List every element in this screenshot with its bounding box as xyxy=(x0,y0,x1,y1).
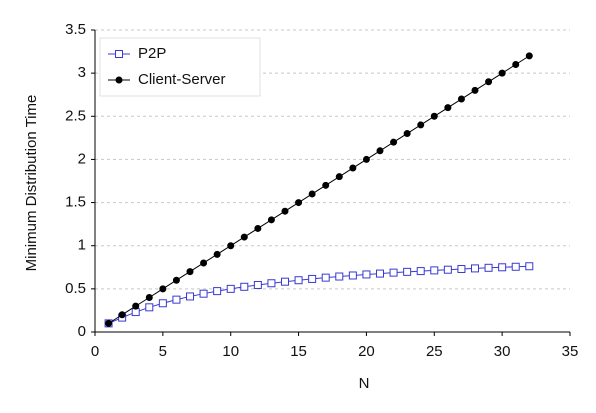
marker xyxy=(105,319,113,327)
x-tick-label: 25 xyxy=(426,343,443,360)
x-tick-label: 0 xyxy=(91,343,99,360)
y-tick-label: 0.5 xyxy=(65,280,86,297)
marker xyxy=(362,155,370,163)
marker xyxy=(376,269,384,278)
marker xyxy=(213,287,222,296)
marker xyxy=(457,95,465,103)
y-tick-label: 3.5 xyxy=(65,21,86,38)
legend-label: Client-Server xyxy=(138,71,226,88)
marker xyxy=(498,263,507,272)
marker xyxy=(267,216,275,224)
marker xyxy=(308,190,316,198)
marker xyxy=(159,285,167,293)
marker xyxy=(131,308,140,317)
marker xyxy=(511,262,520,271)
marker xyxy=(389,268,398,277)
marker xyxy=(253,280,262,289)
x-tick-label: 20 xyxy=(358,343,375,360)
marker xyxy=(213,250,221,258)
series-line xyxy=(108,265,530,324)
marker xyxy=(416,267,425,276)
marker xyxy=(281,207,289,215)
marker xyxy=(240,233,248,241)
marker xyxy=(457,265,466,274)
marker xyxy=(376,147,384,155)
marker xyxy=(145,303,154,312)
marker xyxy=(471,264,479,273)
marker xyxy=(484,263,493,272)
marker xyxy=(145,293,153,301)
marker xyxy=(186,292,194,301)
marker xyxy=(362,270,371,279)
marker xyxy=(525,52,533,60)
marker xyxy=(281,277,289,286)
legend-label: P2P xyxy=(138,45,166,62)
marker xyxy=(512,61,520,69)
y-tick-label: 1.5 xyxy=(65,194,86,211)
marker xyxy=(172,295,181,304)
marker xyxy=(349,164,357,172)
marker xyxy=(240,282,249,291)
marker xyxy=(200,259,208,267)
marker xyxy=(417,121,425,129)
x-tick-label: 10 xyxy=(222,343,239,360)
y-axis-title: Minimum Distribution Time xyxy=(23,95,40,272)
marker xyxy=(430,112,438,120)
x-tick-label: 35 xyxy=(562,343,579,360)
marker xyxy=(430,266,439,275)
marker xyxy=(321,273,330,282)
y-tick-label: 2.5 xyxy=(65,107,86,124)
marker xyxy=(471,86,479,94)
marker xyxy=(172,276,180,284)
marker xyxy=(267,279,276,288)
marker xyxy=(186,268,194,276)
marker xyxy=(308,274,317,283)
x-tick-label: 30 xyxy=(494,343,511,360)
marker xyxy=(525,262,534,271)
marker xyxy=(443,265,452,274)
x-tick-label: 15 xyxy=(290,343,307,360)
marker xyxy=(403,267,412,276)
y-tick-label: 0 xyxy=(78,323,86,340)
marker xyxy=(254,224,262,232)
marker xyxy=(294,276,303,285)
marker xyxy=(403,130,411,138)
marker xyxy=(390,138,398,146)
marker xyxy=(199,289,208,298)
marker xyxy=(132,302,140,310)
marker xyxy=(158,299,167,308)
y-tick-label: 2 xyxy=(78,150,86,167)
marker xyxy=(444,104,452,112)
marker xyxy=(226,284,235,293)
legend-box xyxy=(99,37,261,97)
x-axis-title: N xyxy=(359,375,370,392)
marker xyxy=(118,311,126,319)
marker xyxy=(295,199,303,207)
legend-marker xyxy=(115,76,123,84)
marker xyxy=(322,181,330,189)
marker xyxy=(348,271,357,280)
legend-marker xyxy=(115,50,123,58)
y-tick-label: 1 xyxy=(78,237,86,254)
marker xyxy=(498,69,506,77)
marker xyxy=(335,272,344,281)
x-tick-label: 5 xyxy=(159,343,167,360)
y-tick-label: 3 xyxy=(78,64,86,81)
marker xyxy=(335,173,343,181)
marker xyxy=(227,242,235,250)
marker xyxy=(485,78,493,86)
